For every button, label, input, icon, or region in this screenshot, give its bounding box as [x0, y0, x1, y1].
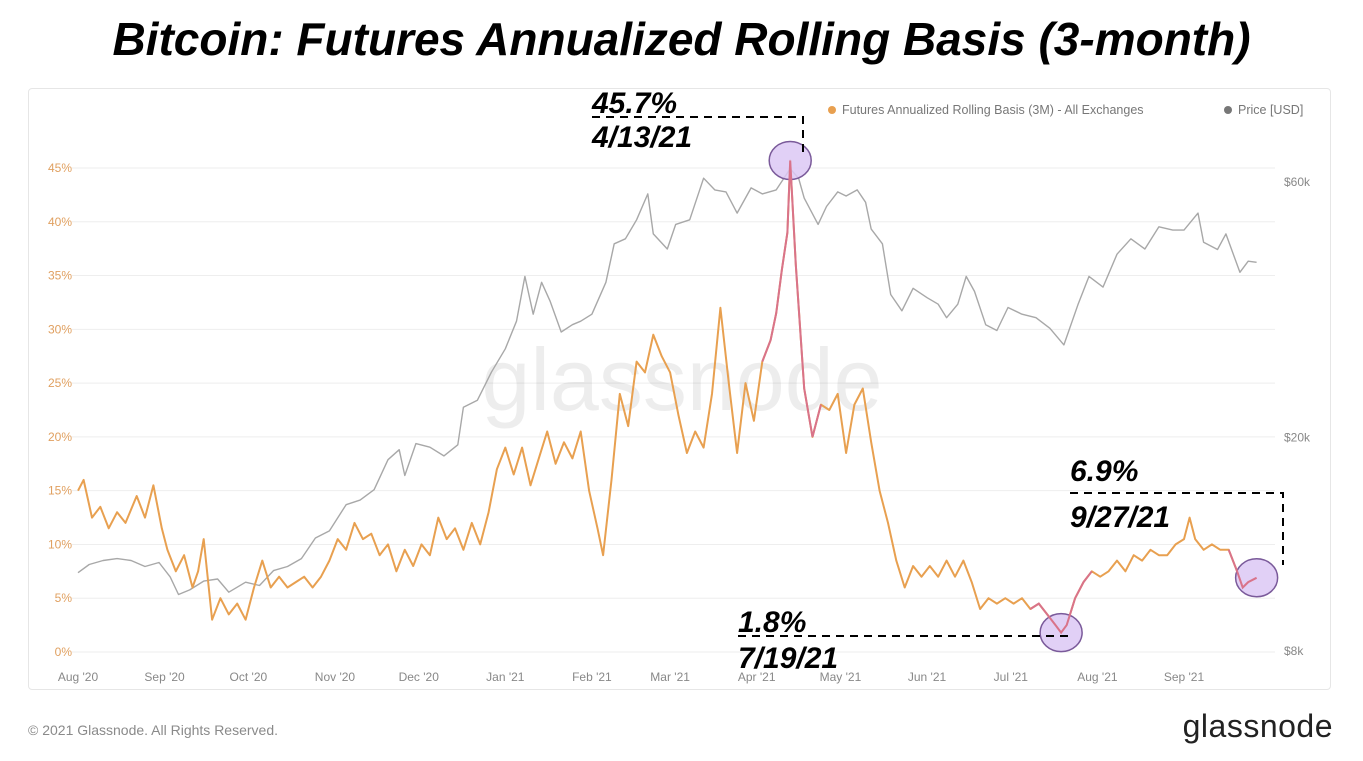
legend-basis-label: Futures Annualized Rolling Basis (3M) - …	[842, 103, 1144, 117]
left-axis-ticks: 0% 5% 10% 15% 20% 25% 30% 35% 40% 45%	[48, 161, 72, 659]
x-tick-label: Dec '20	[399, 670, 440, 684]
highlighted-basis-segment	[761, 160, 822, 438]
chart-title: Bitcoin: Futures Annualized Rolling Basi…	[112, 13, 1251, 65]
x-tick-label: Jun '21	[908, 670, 947, 684]
left-tick-label: 40%	[48, 215, 72, 229]
x-tick-label: Sep '20	[144, 670, 185, 684]
right-tick-label: $20k	[1284, 431, 1311, 445]
legend-price-marker	[1224, 106, 1232, 114]
left-tick-label: 20%	[48, 430, 72, 444]
copyright-text: © 2021 Glassnode. All Rights Reserved.	[28, 722, 279, 738]
x-tick-label: Aug '21	[1077, 670, 1118, 684]
left-tick-label: 15%	[48, 484, 72, 498]
x-tick-label: Oct '20	[230, 670, 268, 684]
brand-logo: glassnode	[1182, 708, 1333, 744]
left-tick-label: 30%	[48, 322, 72, 336]
highlighted-basis-segment	[1227, 549, 1258, 590]
highlighted-basis-segment	[1029, 570, 1093, 635]
annotation-leader-line	[1070, 492, 1284, 565]
x-tick-label: Mar '21	[650, 670, 690, 684]
x-tick-label: Jan '21	[486, 670, 525, 684]
price-line	[77, 168, 1257, 596]
legend-price-label: Price [USD]	[1238, 103, 1303, 117]
annotation-leader-line	[592, 116, 804, 152]
annotation-value: 45.7%	[591, 87, 677, 120]
watermark: glassnode	[481, 330, 882, 429]
x-tick-label: Sep '21	[1164, 670, 1205, 684]
right-tick-label: $8k	[1284, 644, 1304, 658]
x-tick-label: Feb '21	[572, 670, 612, 684]
left-tick-label: 25%	[48, 376, 72, 390]
right-axis-ticks: $8k $20k $60k	[1284, 175, 1311, 658]
highlight-circle	[1234, 558, 1279, 598]
x-axis-ticks: Aug '20 Sep '20 Oct '20 Nov '20 Dec '20 Jan '…	[58, 670, 1205, 684]
x-tick-label: Aug '20	[58, 670, 99, 684]
grid-lines	[72, 167, 1275, 653]
left-tick-label: 10%	[48, 537, 72, 551]
annotation-date: 9/27/21	[1070, 501, 1170, 534]
left-tick-label: 5%	[55, 591, 73, 605]
annotation-value: 6.9%	[1070, 455, 1138, 488]
annotations: 45.7%4/13/21 1.8%7/19/21 6.9% 9/27/21	[591, 87, 1284, 675]
left-tick-label: 35%	[48, 269, 72, 283]
left-tick-label: 45%	[48, 161, 72, 175]
x-tick-label: Apr '21	[738, 670, 776, 684]
chart-frame	[28, 88, 1331, 690]
left-tick-label: 0%	[55, 645, 73, 659]
x-tick-label: May '21	[820, 670, 862, 684]
annotation-value: 1.8%	[738, 606, 806, 639]
x-tick-label: Nov '20	[315, 670, 356, 684]
legend-basis-marker	[828, 106, 836, 114]
legend: Futures Annualized Rolling Basis (3M) - …	[828, 103, 1303, 117]
right-tick-label: $60k	[1284, 175, 1311, 189]
x-tick-label: Jul '21	[994, 670, 1029, 684]
annotation-date: 7/19/21	[738, 642, 838, 675]
annotation-date: 4/13/21	[591, 121, 692, 154]
